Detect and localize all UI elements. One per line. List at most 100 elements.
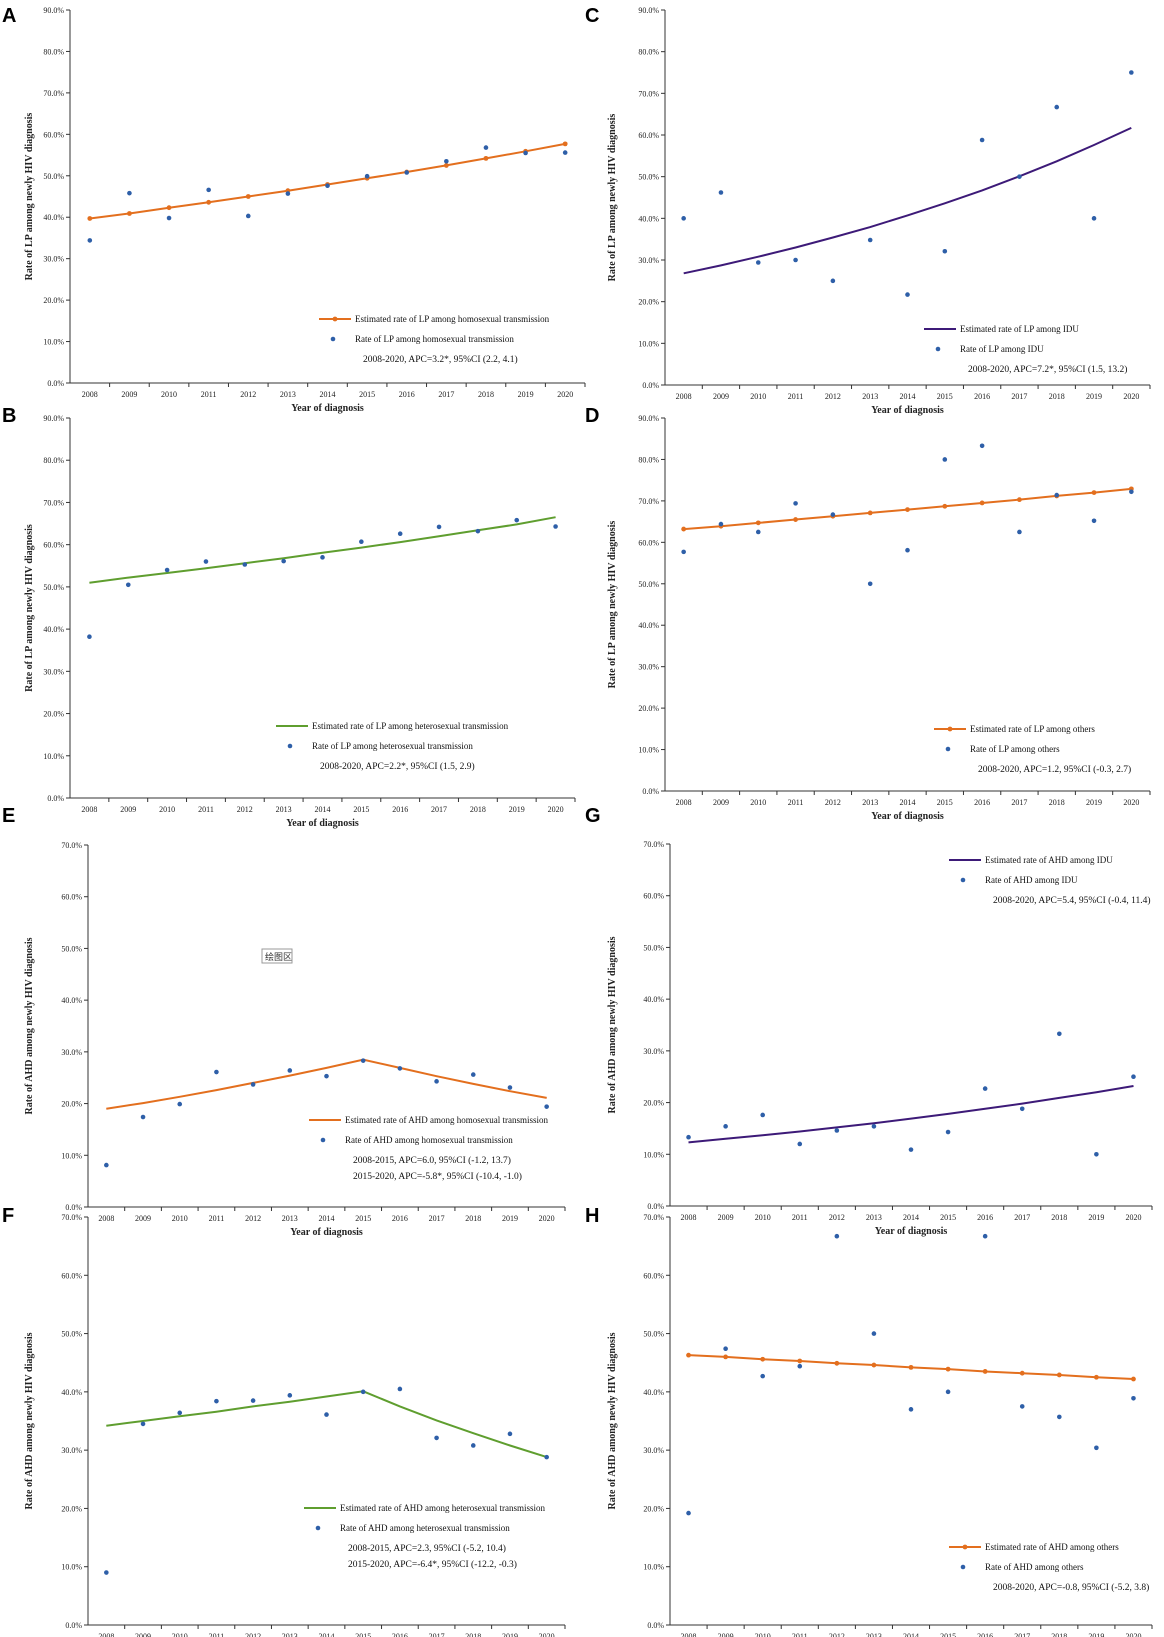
x-tick-label: 2008 <box>98 1632 114 1637</box>
data-point <box>364 173 370 179</box>
trend-line <box>683 126 1132 275</box>
trend-marker <box>982 1369 988 1374</box>
data-point <box>397 1066 403 1071</box>
x-tick-label: 2013 <box>280 390 296 399</box>
x-tick-label: 2019 <box>1088 1213 1104 1222</box>
x-tick-label: 2013 <box>862 798 878 807</box>
trend-line <box>89 142 566 220</box>
data-point <box>404 170 410 175</box>
data-point <box>360 1389 366 1395</box>
x-tick-label: 2018 <box>478 390 494 399</box>
y-tick-label: 10.0% <box>643 1150 664 1159</box>
y-tick-label: 70.0% <box>643 840 664 849</box>
legend-swatch <box>330 336 336 342</box>
y-tick-label: 60.0% <box>43 130 64 139</box>
y-tick-label: 0.0% <box>65 1203 82 1212</box>
x-tick-label: 2010 <box>750 392 766 401</box>
panel-letter: C <box>585 5 599 27</box>
trend-marker <box>1056 1372 1062 1378</box>
y-tick-label: 40.0% <box>643 1388 664 1397</box>
data-point <box>1017 174 1022 179</box>
x-tick-label: 2012 <box>825 798 841 807</box>
x-tick-label: 2010 <box>755 1632 771 1637</box>
x-tick-label: 2009 <box>120 805 136 814</box>
x-tick-label: 2009 <box>713 392 729 401</box>
x-axis-title: Year of diagnosis <box>286 818 359 829</box>
x-tick-label: 2014 <box>903 1213 919 1222</box>
data-point <box>553 524 558 529</box>
x-tick-label: 2011 <box>201 390 217 399</box>
chart-panel-h: H 0.0% 10.0% 20.0% 30.0% 40.0% 50.0% 60.0% 70.0%… <box>585 1205 1153 1637</box>
data-point <box>397 1386 403 1392</box>
x-tick-label: 2020 <box>1123 798 1139 807</box>
x-tick-label: 2018 <box>1049 798 1065 807</box>
data-point <box>203 559 209 564</box>
y-tick-label: 60.0% <box>638 131 659 140</box>
legend-swatch-marker <box>962 1544 968 1550</box>
data-point <box>1091 518 1097 524</box>
data-point <box>1054 492 1060 498</box>
panel-letter: E <box>2 805 15 827</box>
x-tick-label: 2017 <box>431 805 447 814</box>
y-tick-label: 70.0% <box>43 89 64 98</box>
data-point <box>793 501 798 506</box>
data-point <box>436 524 442 530</box>
x-tick-label: 2012 <box>237 805 253 814</box>
x-tick-label: 2008 <box>676 798 692 807</box>
data-point <box>1057 1031 1062 1037</box>
y-tick-label: 70.0% <box>61 841 82 850</box>
y-tick-label: 40.0% <box>638 621 659 630</box>
y-tick-label: 40.0% <box>638 214 659 223</box>
x-tick-label: 2010 <box>755 1213 771 1222</box>
x-tick-label: 2012 <box>240 390 256 399</box>
y-tick-label: 10.0% <box>61 1563 82 1572</box>
trend-marker <box>1017 497 1022 503</box>
trend-marker <box>979 500 985 506</box>
data-point <box>982 1233 988 1239</box>
x-tick-label: 2019 <box>1086 798 1102 807</box>
x-tick-label: 2018 <box>1051 1213 1067 1222</box>
data-point <box>755 529 761 535</box>
trend-marker <box>681 526 687 532</box>
chart-panel-c: C 0.0% 10.0% 20.0% 30.0% 40.0% 50.0% 60.0% 70.0%… <box>585 5 1151 416</box>
trend-marker <box>871 1362 877 1368</box>
data-point <box>127 190 132 196</box>
data-point <box>320 555 325 560</box>
data-point <box>434 1435 439 1441</box>
legend-swatch <box>960 877 966 883</box>
x-tick-label: 2009 <box>718 1213 734 1222</box>
x-tick-label: 2009 <box>135 1632 151 1637</box>
data-point <box>1057 1414 1062 1420</box>
x-tick-label: 2015 <box>353 805 369 814</box>
data-point <box>1019 1106 1025 1112</box>
y-tick-label: 20.0% <box>638 298 659 307</box>
trend-marker <box>1019 1370 1025 1376</box>
data-point <box>905 547 910 553</box>
trend-marker <box>905 507 910 512</box>
data-point <box>1017 529 1022 535</box>
data-point <box>1094 1445 1099 1451</box>
data-point <box>104 1570 109 1575</box>
data-point <box>723 1124 728 1129</box>
chart-panel-b: B 0.0% 10.0% 20.0% 30.0% 40.0% 50.0% 60.0% 70.0%… <box>2 405 576 829</box>
y-tick-label: 70.0% <box>43 498 64 507</box>
x-tick-label: 2018 <box>465 1632 481 1637</box>
x-tick-label: 2016 <box>977 1632 993 1637</box>
x-tick-label: 2018 <box>465 1214 481 1223</box>
data-point <box>760 1112 765 1118</box>
chart-panel-g: G 0.0% 10.0% 20.0% 30.0% 40.0% 50.0% 60.0% 70.0%… <box>585 805 1153 1237</box>
legend-label: Rate of AHD among IDU <box>985 875 1078 885</box>
y-tick-label: 60.0% <box>643 1271 664 1280</box>
legend-swatch <box>960 1564 966 1570</box>
y-tick-label: 90.0% <box>638 414 659 423</box>
trend-marker <box>793 517 798 522</box>
data-point <box>681 216 686 221</box>
x-tick-label: 2018 <box>1049 392 1065 401</box>
panel-letter: B <box>2 405 16 427</box>
data-point <box>544 1104 549 1109</box>
data-point <box>793 257 798 263</box>
x-tick-label: 2011 <box>198 805 214 814</box>
y-tick-label: 20.0% <box>61 1100 82 1109</box>
plot-area-tag-box <box>261 948 293 964</box>
